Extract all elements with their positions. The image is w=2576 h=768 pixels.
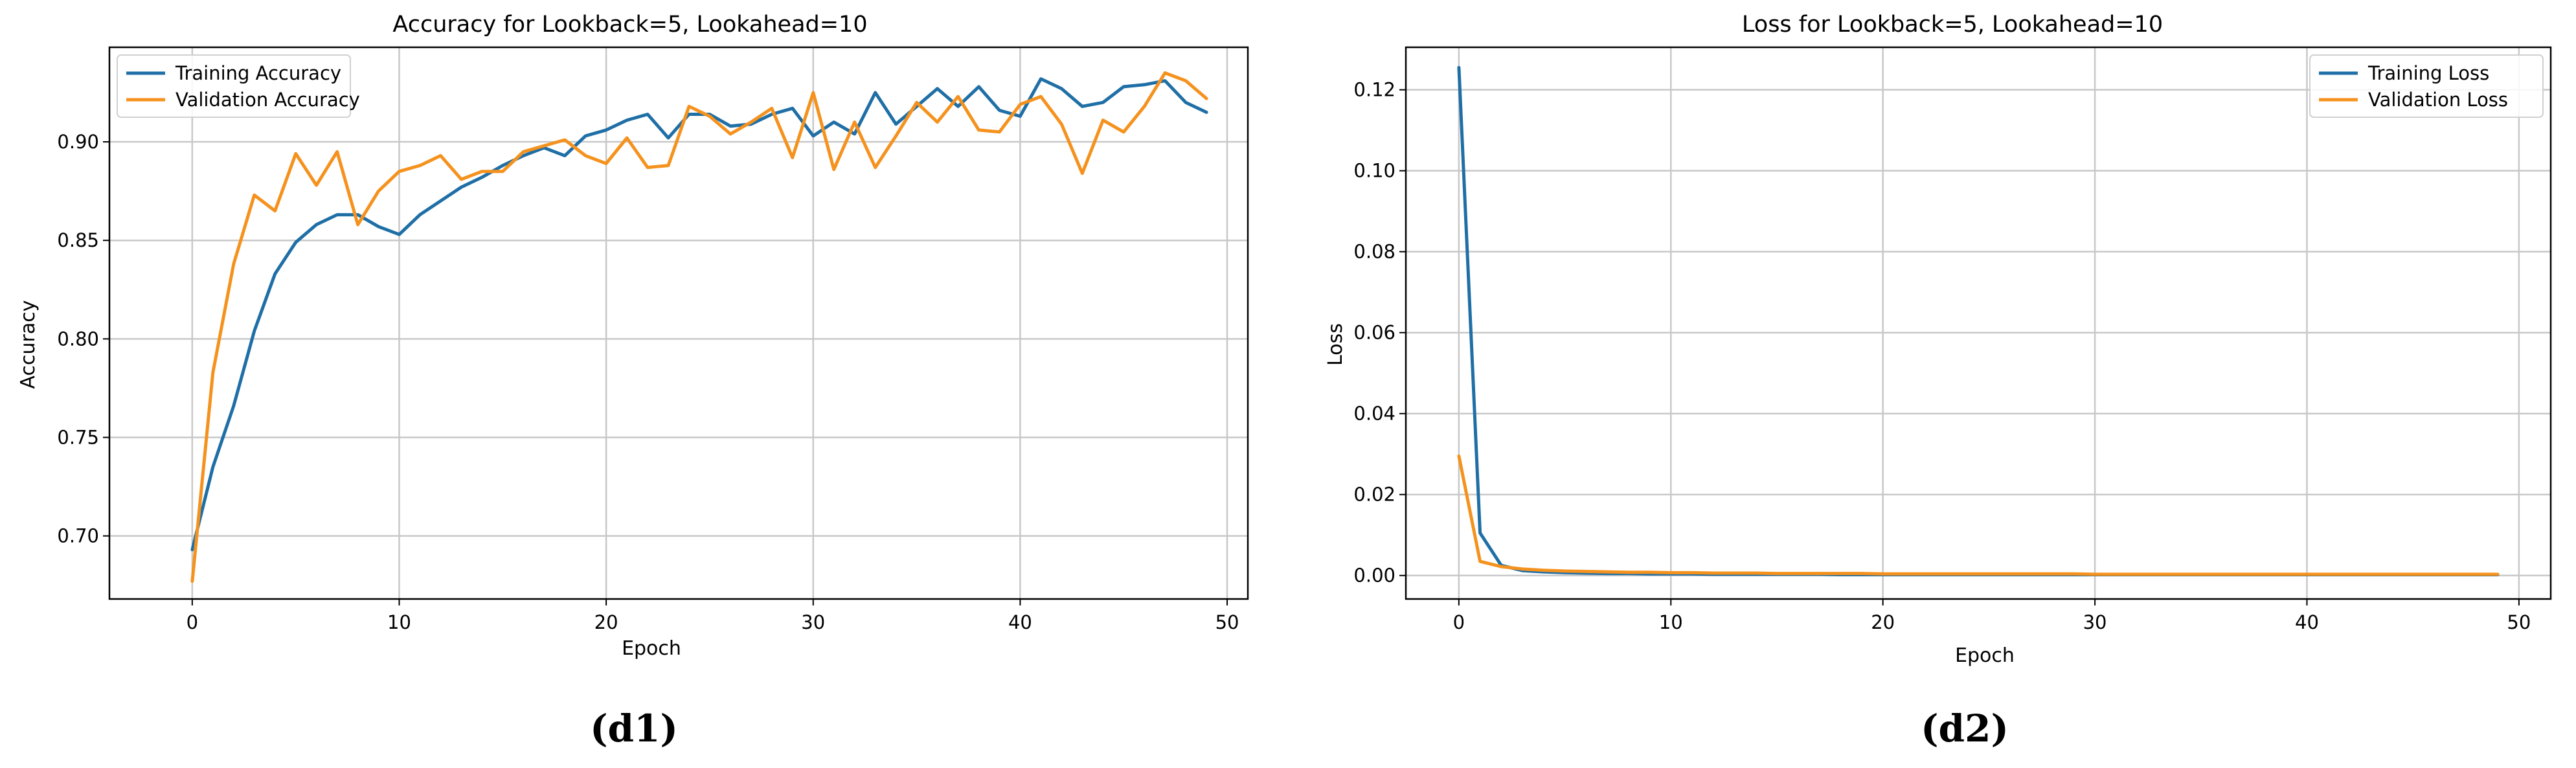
plot-frame <box>108 46 1249 600</box>
y-axis-label: Loss <box>1324 323 1347 366</box>
x-tick-label: 40 <box>1008 611 1032 633</box>
x-axis-label: Epoch <box>1955 644 2015 667</box>
x-tick-label: 40 <box>2295 611 2319 633</box>
chart-title: Loss for Lookback=5, Lookahead=10 <box>1742 12 2163 38</box>
legend: Training Loss Validation Loss <box>2309 54 2544 118</box>
series-line-training <box>190 77 1208 552</box>
series-line-validation <box>1457 454 2500 576</box>
x-tick-label: 30 <box>801 611 825 633</box>
series-line-validation <box>190 71 1208 583</box>
x-tick-label: 0 <box>1453 611 1465 633</box>
legend-label: Validation Loss <box>2368 89 2508 111</box>
x-tick-label: 20 <box>1871 611 1895 633</box>
series-line-training <box>1457 65 2500 576</box>
loss-chart-panel: Loss for Lookback=5, Lookahead=10 Epoch … <box>1288 0 2576 768</box>
figure-caption: (d1) <box>590 706 678 751</box>
legend-label: Training Accuracy <box>175 62 341 84</box>
x-tick-label: 10 <box>387 611 411 633</box>
x-tick-label: 10 <box>1659 611 1683 633</box>
y-tick-label: 0.08 <box>1353 241 1395 263</box>
y-tick-label: 0.85 <box>57 229 99 251</box>
y-tick-label: 0.06 <box>1353 322 1395 344</box>
y-tick-label: 0.70 <box>57 525 99 547</box>
y-tick-label: 0.12 <box>1353 79 1395 101</box>
y-tick-label: 0.75 <box>57 426 99 448</box>
legend: Training Accuracy Validation Accuracy <box>117 54 360 118</box>
figure-caption: (d2) <box>1921 706 2009 751</box>
legend-box <box>2309 54 2544 118</box>
y-tick-label: 0.02 <box>1353 484 1395 506</box>
x-axis-label: Epoch <box>622 637 681 660</box>
loss-chart: Loss for Lookback=5, Lookahead=10 Epoch … <box>1324 12 2552 751</box>
grid <box>1406 47 2551 599</box>
y-tick-label: 0.90 <box>57 131 99 153</box>
x-tick-label: 50 <box>1215 611 1239 633</box>
y-tick-label: 0.10 <box>1353 160 1395 182</box>
accuracy-chart-panel: Accuracy for Lookback=5, Lookahead=10 Ep… <box>17 12 1249 751</box>
x-tick-label: 0 <box>186 611 198 633</box>
x-tick-label: 20 <box>594 611 618 633</box>
accuracy-chart: Accuracy for Lookback=5, Lookahead=10 Ep… <box>17 12 1249 751</box>
y-tick-label: 0.04 <box>1353 403 1395 425</box>
y-tick-label: 0.00 <box>1353 565 1395 587</box>
grid <box>109 47 1248 599</box>
plot-frame <box>1405 46 2552 600</box>
chart-title: Accuracy for Lookback=5, Lookahead=10 <box>392 12 867 38</box>
x-tick-label: 50 <box>2507 611 2531 633</box>
y-axis-label: Accuracy <box>17 300 40 389</box>
y-tick-label: 0.80 <box>57 328 99 350</box>
legend-label: Validation Accuracy <box>175 89 360 111</box>
legend-label: Training Loss <box>2367 62 2489 84</box>
legend-box <box>117 54 351 118</box>
x-tick-label: 30 <box>2083 611 2107 633</box>
